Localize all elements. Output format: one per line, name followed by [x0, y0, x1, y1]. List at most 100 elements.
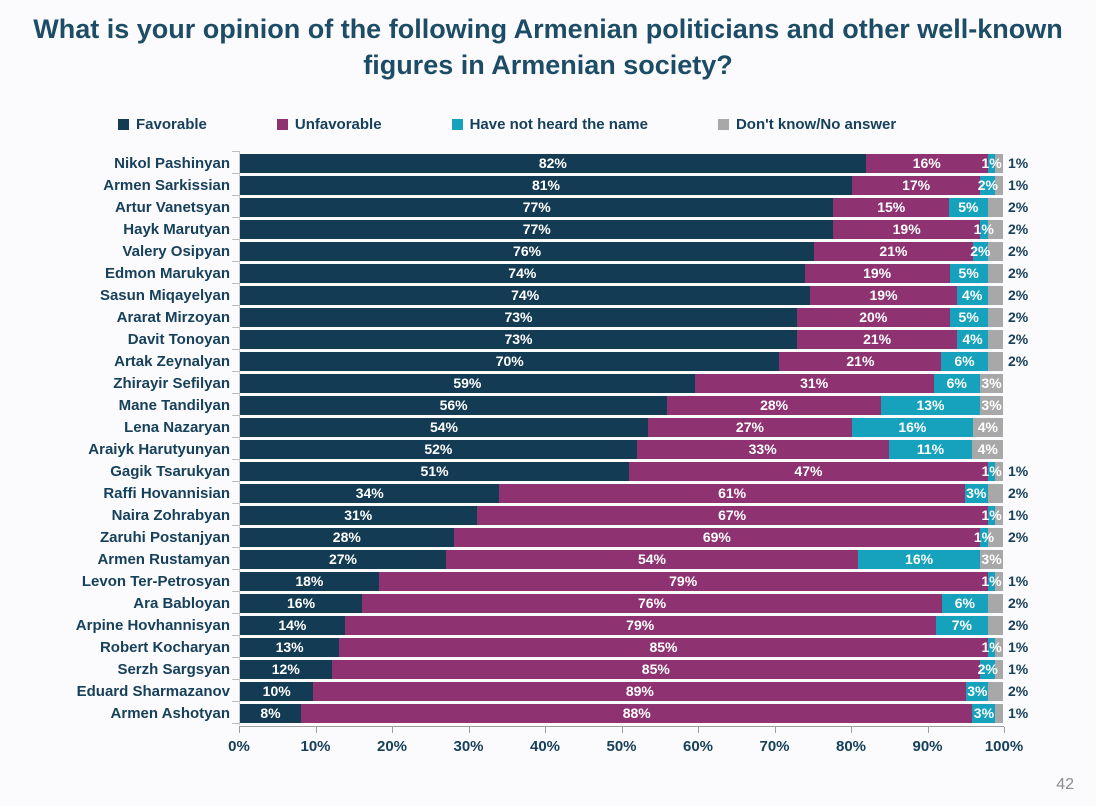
segment-don-t-know-no-answer: 3%	[980, 395, 1003, 415]
bar-row: Edmon Marukyan 74% 19% 5% 2%	[0, 262, 1096, 284]
segment-value: 47%	[794, 463, 823, 479]
segment-don-t-know-no-answer	[995, 461, 1003, 481]
segment-value: 74%	[511, 287, 540, 303]
segment-value: 5%	[958, 199, 979, 215]
bar-track: 51% 47% 1% 1%	[240, 461, 1028, 481]
y-tick	[232, 217, 240, 218]
segment-favorable: 73%	[240, 329, 797, 349]
legend-label: Unfavorable	[294, 116, 382, 133]
bar-row: Armen Sarkissian 81% 17% 2% 1%	[0, 174, 1096, 196]
bar-track: 52% 33% 11% 4%	[240, 439, 1003, 459]
segment-have-not-heard-the-name: 1%	[974, 527, 994, 547]
segment-value: 18%	[295, 573, 324, 589]
bar-track: 74% 19% 4% 2%	[240, 285, 1028, 305]
x-tick-label: 90%	[912, 738, 943, 755]
bar-track: 76% 21% 2% 2%	[240, 241, 1028, 261]
y-tick	[232, 261, 240, 262]
segment-unfavorable: 85%	[331, 659, 981, 679]
category-label: Levon Ter-Petrosyan	[81, 572, 230, 590]
segment-favorable: 52%	[240, 439, 637, 459]
category-label: Eduard Sharmazanov	[76, 682, 230, 700]
segment-value: 27%	[328, 551, 358, 567]
segment-value: 16%	[898, 419, 927, 435]
category-label: Zhirayir Sefilyan	[113, 374, 230, 392]
segment-value: 28%	[332, 529, 361, 545]
category-label: Armen Rustamyan	[97, 550, 230, 568]
segment-have-not-heard-the-name: 3%	[964, 483, 988, 503]
legend-label: Have not heard the name	[469, 116, 648, 133]
bar-track: 18% 79% 1% 1%	[240, 571, 1028, 591]
segment-favorable: 76%	[240, 241, 815, 261]
y-axis-ticks	[232, 151, 241, 725]
segment-value: 31%	[344, 507, 373, 523]
x-tick	[315, 727, 317, 733]
segment-unfavorable: 69%	[453, 527, 981, 547]
legend-item: Unfavorable	[276, 116, 382, 133]
segment-unfavorable: 47%	[629, 461, 988, 481]
bar-track: 27% 54% 16% 3%	[240, 549, 1003, 569]
segment-value: 70%	[495, 353, 524, 369]
category-label: Serzh Sargsyan	[117, 660, 230, 678]
bar-row: Zhirayir Sefilyan 59% 31% 6% 3%	[0, 372, 1096, 394]
segment-value: 76%	[513, 243, 542, 259]
segment-value: 16%	[912, 155, 941, 171]
category-label: Arpine Hovhannisyan	[75, 616, 230, 634]
category-label: Robert Kocharyan	[99, 638, 230, 656]
segment-value: 1%	[981, 639, 1002, 655]
segment-don-t-know-no-answer	[987, 527, 1003, 547]
x-tick	[392, 727, 393, 733]
segment-value: 1%	[981, 463, 1002, 479]
segment-favorable: 77%	[240, 197, 834, 217]
segment-don-t-know-no-answer	[987, 197, 1003, 217]
segment-favorable: 74%	[240, 285, 811, 305]
segment-value: 1%	[981, 155, 1002, 171]
category-label: Mane Tandilyan	[118, 396, 230, 414]
segment-unfavorable: 20%	[796, 307, 950, 327]
y-tick	[232, 195, 240, 196]
x-tick-label: 50%	[606, 738, 637, 755]
segment-don-t-know-no-answer	[995, 175, 1003, 195]
y-tick	[232, 327, 240, 328]
bar-row: Raffi Hovannisian 34% 61% 3% 2%	[0, 482, 1096, 504]
segment-value: 4%	[962, 331, 983, 347]
segment-value: 81%	[531, 177, 560, 193]
segment-value: 1%	[973, 221, 994, 237]
segment-favorable: 73%	[240, 307, 797, 327]
segment-value: 10%	[262, 683, 291, 699]
x-tick	[621, 727, 623, 733]
segment-value-outside: 2%	[1008, 529, 1029, 545]
segment-value: 13%	[275, 639, 304, 655]
segment-unfavorable: 27%	[647, 417, 852, 437]
y-tick	[232, 239, 240, 240]
bar-row: Araiyk Harutyunyan 52% 33% 11% 4%	[0, 438, 1096, 460]
bar-row: Valery Osipyan 76% 21% 2% 2%	[0, 240, 1096, 262]
segment-value-outside: 2%	[1008, 595, 1029, 611]
segment-value: 85%	[649, 639, 678, 655]
segment-favorable: 14%	[240, 615, 345, 635]
bar-track: 82% 16% 1% 1%	[240, 153, 1028, 173]
x-tick-label: 100%	[984, 738, 1024, 755]
segment-value: 59%	[453, 375, 482, 391]
segment-favorable: 10%	[240, 681, 314, 701]
segment-value: 11%	[916, 441, 945, 457]
segment-value: 6%	[954, 353, 975, 369]
bar-track: 77% 19% 1% 2%	[240, 219, 1028, 239]
x-tick	[239, 727, 240, 733]
segment-unfavorable: 88%	[301, 703, 973, 723]
y-tick	[232, 547, 240, 548]
plot-area: Nikol Pashinyan 82% 16% 1% 1% Armen Sarkissia…	[0, 152, 1096, 724]
bar-track: 13% 85% 1% 1%	[240, 637, 1028, 657]
bar-row: Ara Babloyan 16% 76% 6% 2%	[0, 592, 1096, 614]
segment-favorable: 81%	[240, 175, 852, 195]
segment-value: 14%	[278, 617, 307, 633]
segment-don-t-know-no-answer	[995, 505, 1003, 525]
bar-row: Eduard Sharmazanov 10% 89% 3% 2%	[0, 680, 1096, 702]
segment-unfavorable: 61%	[499, 483, 965, 503]
segment-don-t-know-no-answer	[987, 263, 1003, 283]
segment-have-not-heard-the-name: 1%	[981, 637, 1002, 657]
bar-track: 14% 79% 7% 2%	[240, 615, 1028, 635]
segment-don-t-know-no-answer	[987, 285, 1003, 305]
segment-favorable: 82%	[240, 153, 866, 173]
segment-value: 89%	[625, 683, 654, 699]
segment-value-outside: 1%	[1008, 573, 1029, 589]
